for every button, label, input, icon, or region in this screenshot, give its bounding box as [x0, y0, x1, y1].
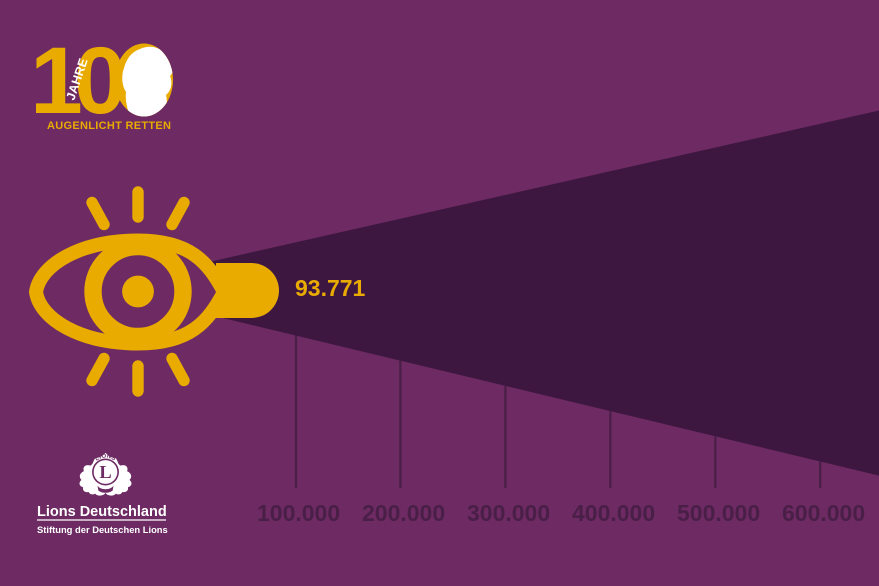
svg-text:Lions Deutschland: Lions Deutschland: [37, 504, 167, 520]
svg-text:200.000: 200.000: [362, 500, 445, 526]
svg-text:L: L: [99, 462, 111, 482]
svg-text:600.000: 600.000: [782, 500, 865, 526]
svg-text:100.000: 100.000: [257, 500, 340, 526]
svg-text:500.000: 500.000: [677, 500, 760, 526]
svg-text:300.000: 300.000: [467, 500, 550, 526]
svg-text:Stiftung der Deutschen Lions: Stiftung der Deutschen Lions: [37, 524, 168, 535]
svg-text:93.771: 93.771: [295, 275, 366, 301]
svg-text:AUGENLICHT RETTEN: AUGENLICHT RETTEN: [47, 120, 171, 132]
svg-text:400.000: 400.000: [572, 500, 655, 526]
